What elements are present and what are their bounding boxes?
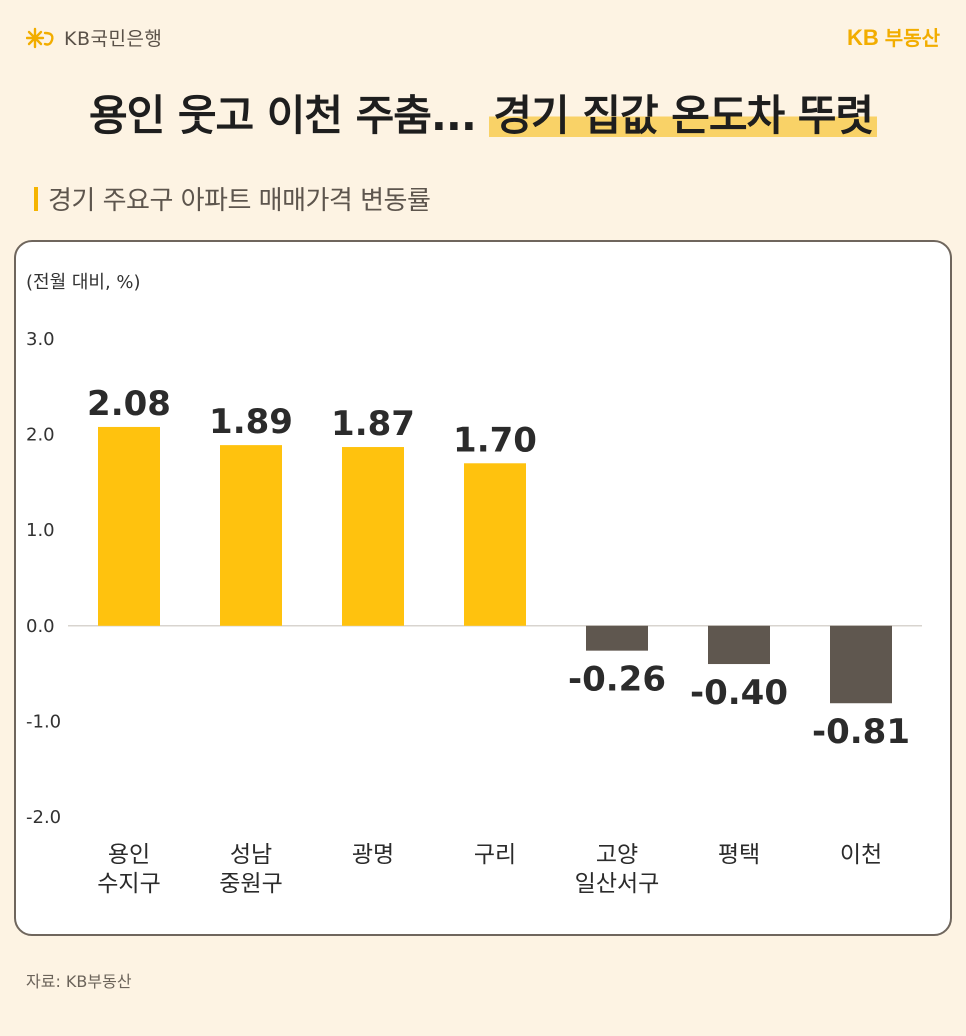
x-tick-label: 성남 (230, 842, 272, 868)
x-tick-label: 광명 (352, 842, 394, 868)
x-tick-label: 고양 (596, 842, 638, 868)
y-tick-label: 2.0 (26, 425, 55, 446)
page-title: 용인 웃고 이천 주춤... 경기 집값 온도차 뚜렷 (0, 82, 966, 143)
title-highlight: 경기 집값 온도차 뚜렷 (489, 91, 878, 140)
bank-name: KB국민은행 (64, 28, 163, 50)
bar (342, 447, 404, 626)
x-tick-label: 구리 (474, 842, 516, 868)
bar (98, 426, 160, 626)
x-tick-label: 중원구 (219, 871, 282, 897)
brand-logo: KB 부동산 (847, 22, 940, 51)
bar (708, 625, 770, 665)
data-label: 1.89 (209, 402, 293, 442)
y-tick-label: 0.0 (26, 616, 55, 637)
y-tick-label: 1.0 (26, 520, 55, 541)
brand-name: 부동산 (884, 26, 940, 50)
data-label: -0.26 (568, 660, 666, 700)
bar (586, 625, 648, 651)
data-label: 2.08 (87, 384, 171, 424)
x-tick-label: 이천 (840, 842, 882, 868)
subtitle-text: 경기 주요구 아파트 매매가격 변동률 (48, 186, 431, 216)
bar (830, 625, 892, 704)
y-tick-label: -2.0 (26, 807, 61, 828)
title-main: 용인 웃고 이천 주춤... (88, 91, 490, 140)
brand-kb: KB (847, 25, 879, 50)
chart-subtitle: 경기 주요구 아파트 매매가격 변동률 (34, 180, 431, 217)
data-label: -0.40 (690, 673, 788, 713)
data-label: 1.87 (331, 404, 415, 444)
bar (464, 463, 526, 626)
x-tick-label: 일산서구 (575, 871, 660, 897)
unit-label: (전월 대비, %) (26, 272, 141, 293)
x-tick-label: 평택 (718, 842, 760, 868)
kb-star-icon (26, 27, 54, 48)
subtitle-bar (34, 186, 38, 211)
y-tick-label: 3.0 (26, 329, 55, 350)
data-label: -0.81 (812, 712, 910, 752)
source-note: 자료: KB부동산 (26, 972, 132, 991)
x-tick-label: 용인 (108, 842, 150, 868)
bank-logo: KB국민은행 (26, 24, 162, 51)
y-tick-label: -1.0 (26, 711, 61, 732)
x-tick-label: 수지구 (97, 871, 160, 897)
bar (220, 445, 282, 626)
data-label: 1.70 (453, 420, 537, 460)
